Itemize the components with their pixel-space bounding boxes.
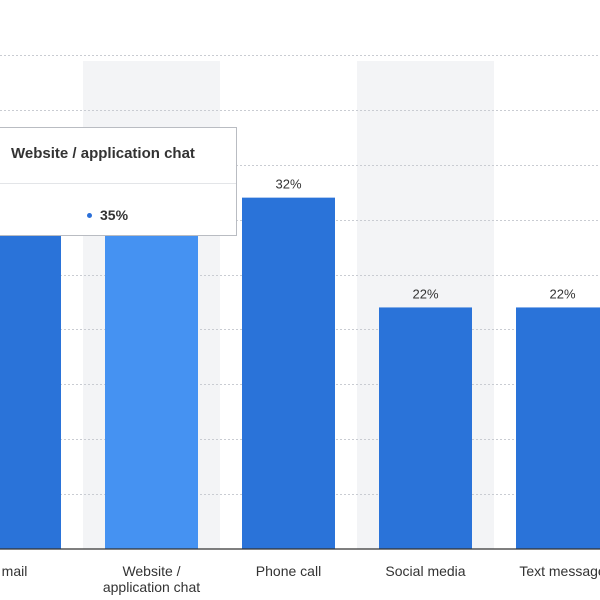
series-dot-icon (87, 212, 92, 218)
bar[interactable] (0, 236, 61, 549)
bar[interactable] (379, 307, 472, 549)
category-label: mail (2, 563, 28, 579)
bar[interactable] (516, 307, 600, 549)
bar-value-label: 22% (412, 286, 438, 301)
category-label: Website / (122, 563, 180, 579)
category-label: application chat (103, 579, 200, 595)
tooltip-value-row: 35% (87, 207, 128, 223)
category-label: Social media (385, 563, 465, 579)
bar-value-label: 22% (549, 286, 575, 301)
tooltip-value: 35% (100, 207, 129, 223)
tooltip-divider (0, 183, 236, 184)
bar-value-label: 32% (275, 177, 301, 192)
category-label: Text message (519, 563, 600, 579)
tooltip-title: Website / application chat (11, 145, 195, 162)
category-label: Phone call (256, 563, 321, 579)
bar[interactable] (242, 197, 335, 549)
chart-tooltip: Website / application chat 35% (0, 127, 237, 236)
